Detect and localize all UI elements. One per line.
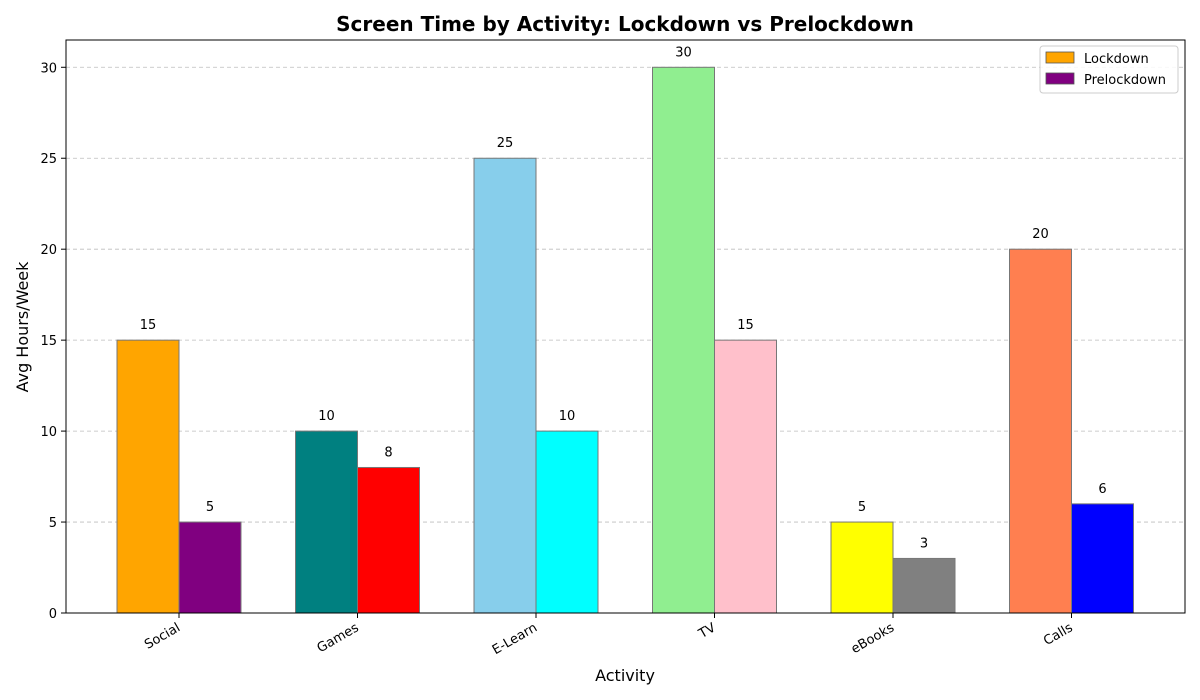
y-tick-label: 25 xyxy=(40,152,57,167)
bar-lockdown-tv xyxy=(652,66,715,614)
x-axis-label: Activity xyxy=(595,666,655,685)
bar-prelockdown-ebooks xyxy=(892,557,956,614)
x-tick-label: Games xyxy=(315,620,362,656)
data-label-prelockdown-tv: 15 xyxy=(737,318,754,333)
data-label-prelockdown-games: 8 xyxy=(384,445,392,460)
data-label-prelockdown-ebooks: 3 xyxy=(920,536,928,551)
bar-lockdown-e-learn xyxy=(473,157,537,614)
legend-swatch-prelockdown xyxy=(1045,72,1075,85)
data-label-lockdown-social: 15 xyxy=(140,318,157,333)
bar-prelockdown-social xyxy=(178,521,242,614)
bar-prelockdown-e-learn xyxy=(535,430,599,614)
y-tick-label: 0 xyxy=(49,607,57,622)
x-axis-ticks: Social Games E-Learn TV eBooks Calls xyxy=(142,613,1076,658)
y-axis-label: Avg Hours/Week xyxy=(13,261,32,393)
data-label-prelockdown-calls: 6 xyxy=(1098,482,1106,497)
y-tick-label: 20 xyxy=(40,243,57,258)
data-label-prelockdown-social: 5 xyxy=(206,500,214,515)
y-axis-ticks: 0 5 10 15 20 25 30 xyxy=(40,61,66,622)
y-tick-label: 10 xyxy=(40,425,57,440)
legend-box xyxy=(1039,45,1179,94)
data-label-prelockdown-e-learn: 10 xyxy=(559,409,576,424)
data-label-lockdown-tv: 30 xyxy=(675,45,692,60)
x-tick-label: eBooks xyxy=(849,620,898,657)
y-tick-label: 5 xyxy=(49,516,57,531)
data-labels: 15 10 25 30 5 20 5 8 10 15 3 6 xyxy=(140,45,1107,551)
legend-label-lockdown: Lockdown xyxy=(1084,52,1149,67)
data-label-lockdown-calls: 20 xyxy=(1032,227,1049,242)
bar-prelockdown-calls xyxy=(1071,503,1134,614)
x-tick-label: Calls xyxy=(1041,620,1076,649)
data-label-lockdown-e-learn: 25 xyxy=(497,136,514,151)
legend: Lockdown Prelockdown xyxy=(1039,45,1179,94)
y-tick-label: 15 xyxy=(40,334,57,349)
legend-swatch-lockdown xyxy=(1045,51,1075,64)
grid-lines xyxy=(66,66,1185,523)
bar-lockdown-calls xyxy=(1009,248,1072,614)
bar-lockdown-games xyxy=(295,430,358,614)
bar-prelockdown-tv xyxy=(714,339,777,614)
data-label-lockdown-ebooks: 5 xyxy=(858,500,866,515)
x-tick-label: TV xyxy=(696,620,719,642)
x-tick-label: Social xyxy=(142,620,183,652)
bars xyxy=(116,66,1134,614)
x-tick-label: E-Learn xyxy=(490,620,540,658)
chart-title: Screen Time by Activity: Lockdown vs Pre… xyxy=(336,12,914,36)
bar-lockdown-social xyxy=(116,339,180,614)
legend-label-prelockdown: Prelockdown xyxy=(1084,73,1166,88)
plot-frame xyxy=(65,39,1186,614)
data-label-lockdown-games: 10 xyxy=(318,409,335,424)
y-tick-label: 30 xyxy=(40,61,57,76)
bar-lockdown-ebooks xyxy=(830,521,894,614)
bar-prelockdown-games xyxy=(357,466,420,614)
